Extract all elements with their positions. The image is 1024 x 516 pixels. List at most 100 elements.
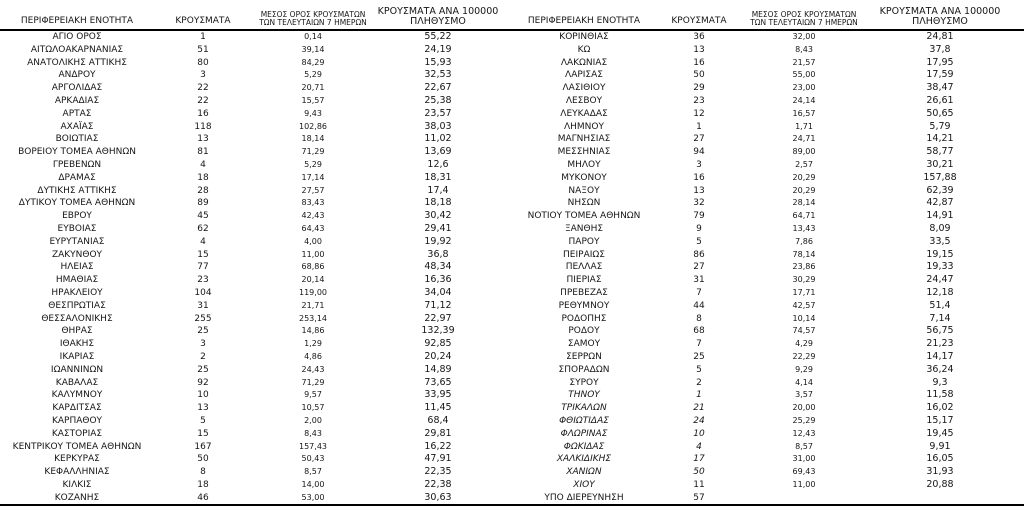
header-underline-rule (0, 29, 1024, 31)
per100k-cell: 29,81 (424, 427, 452, 439)
avg7-cell: 78,14 (792, 249, 816, 259)
cases-cell: 16 (693, 57, 705, 68)
region-name-cell: ΙΘΑΚΗΣ (59, 339, 95, 350)
region-name-cell: ΦΩΚΙΔΑΣ (563, 441, 605, 452)
avg7-cell: 25,29 (792, 415, 816, 425)
region-name-cell: ΜΑΓΝΗΣΙΑΣ (557, 134, 611, 145)
avg7-cell: 42,43 (301, 211, 325, 221)
per100k-cell: 33,5 (929, 235, 951, 247)
avg7-cell: 4,29 (795, 339, 813, 349)
region-column-header: ΠΕΡΙΦΕΡΕΙΑΚΗ ΕΝΟΤΗΤΑ (527, 16, 641, 27)
per100k-cell: 32,53 (424, 69, 452, 81)
per100k-cell: 56,75 (926, 325, 954, 337)
region-name-cell: ΚΑΛΥΜΝΟΥ (51, 390, 103, 401)
avg7-cell: 53,00 (301, 492, 325, 502)
cases-cell: 13 (693, 44, 705, 55)
cases-cell: 10 (693, 428, 705, 439)
cases-cell: 8 (200, 467, 206, 478)
cases-cell: 68 (693, 326, 705, 337)
cases-cell: 15 (197, 428, 209, 439)
per100k-cell: 26,61 (926, 94, 954, 106)
cases-cell: 5 (200, 415, 206, 426)
avg7-cell: 14,86 (301, 326, 325, 336)
region-name-cell: ΗΜΑΘΙΑΣ (55, 275, 99, 286)
avg7-cell: 50,43 (301, 454, 325, 464)
per100k-cell: 17,59 (926, 69, 954, 81)
avg7-cell: 20,00 (792, 403, 816, 413)
avg7-cell: 8,57 (795, 441, 813, 451)
per100k-cell: 16,02 (926, 402, 954, 414)
cases-cell: 31 (693, 275, 705, 286)
per100k-cell: 14,17 (926, 350, 954, 362)
avg7-cell: 17,71 (792, 287, 816, 297)
avg7-cell: 74,57 (792, 326, 816, 336)
avg7-cell: 23,00 (792, 83, 816, 93)
cases-cell: 28 (197, 185, 209, 196)
cases-cell: 25 (197, 364, 209, 375)
region-name-cell: ΖΑΚΥΝΘΟΥ (51, 249, 103, 260)
region-name-cell: ΞΑΝΘΗΣ (564, 223, 604, 234)
table-body-right: ΚΟΡΙΝΘΙΑΣ 36 32,00 24,81 ΚΩ 13 8,43 37,8… (514, 31, 1016, 504)
per100k-cell: 11,58 (926, 389, 954, 401)
avg7-cell: 24,14 (792, 95, 816, 105)
avg7-cell: 119,00 (299, 287, 327, 297)
avg7-cell: 18,14 (301, 134, 325, 144)
table-bottom-rule (0, 504, 1024, 506)
per100k-cell: 36,24 (926, 363, 954, 375)
per100k-cell: 50,65 (926, 107, 954, 119)
avg7-cell: 253,14 (299, 313, 327, 323)
avg7-cell: 69,43 (792, 467, 816, 477)
cases-cell: 5 (696, 236, 702, 247)
region-name-cell: ΚΕΡΚΥΡΑΣ (54, 454, 100, 465)
per100k-cell: 22,67 (424, 82, 452, 94)
per100k-cell: 34,04 (424, 286, 452, 298)
region-name-cell: ΣΑΜΟΥ (567, 339, 601, 350)
region-name-cell: ΠΕΙΡΑΙΩΣ (563, 249, 605, 260)
region-name-cell: ΚΑΡΠΑΘΟΥ (51, 415, 103, 426)
avg7-cell: 9,57 (304, 390, 322, 400)
cases-cell: 17 (693, 454, 705, 465)
region-name-cell: ΑΝΑΤΟΛΙΚΗΣ ΑΤΤΙΚΗΣ (27, 57, 127, 68)
cases-cell: 62 (197, 223, 209, 234)
region-name-cell: ΧΑΛΚΙΔΙΚΗΣ (556, 454, 612, 465)
cases-cell: 2 (696, 377, 702, 388)
region-name-cell: ΔΥΤΙΚΗΣ ΑΤΤΙΚΗΣ (37, 185, 117, 196)
region-name-cell: ΛΕΥΚΑΔΑΣ (560, 108, 608, 119)
avg7-cell: 64,71 (792, 211, 816, 221)
per100k-cell: 20,24 (424, 350, 452, 362)
per100k-cell: 36,8 (427, 248, 449, 260)
avg7-cell: 55,00 (792, 70, 816, 80)
cases-cell: 50 (197, 454, 209, 465)
region-name-cell: ΑΝΔΡΟΥ (58, 70, 96, 81)
region-name-cell: ΛΗΜΝΟΥ (563, 121, 604, 132)
cases-cell: 12 (693, 108, 705, 119)
cases-cell: 4 (200, 236, 206, 247)
region-name-cell: ΚΑΒΑΛΑΣ (55, 377, 99, 388)
cases-cell: 46 (197, 492, 209, 503)
avg7-header-line2: ΤΩΝ ΤΕΛΕΥΤΑΙΩΝ 7 ΗΜΕΡΩΝ (259, 17, 367, 27)
avg7-header-line1: ΜΕΣΟΣ ΟΡΟΣ ΚΡΟΥΣΜΑΤΩΝ (751, 9, 857, 19)
region-name-cell: ΛΑΣΙΘΙΟΥ (562, 83, 606, 94)
per100k-cell: 29,41 (424, 222, 452, 234)
cases-column-header: ΚΡΟΥΣΜΑΤΑ (671, 16, 727, 27)
region-name-cell: ΣΥΡΟΥ (569, 377, 599, 388)
avg7-cell: 2,00 (304, 415, 322, 425)
per100k-cell: 7,14 (929, 312, 951, 324)
cases-cell: 94 (693, 147, 705, 158)
per100k-cell: 8,09 (929, 222, 951, 234)
avg7-cell: 89,00 (792, 147, 816, 157)
region-name-cell: ΔΡΑΜΑΣ (58, 172, 96, 183)
cases-cell: 9 (696, 223, 702, 234)
table-left-half: ΠΕΡΙΦΕΡΕΙΑΚΗ ΕΝΟΤΗΤΑ ΚΡΟΥΣΜΑΤΑ ΜΕΣΟΣ ΟΡΟ… (2, 0, 504, 516)
avg7-cell: 20,14 (301, 275, 325, 285)
table-body-left: ΑΓΙΟ ΟΡΟΣ 1 0,14 55,22 ΑΙΤΩΛΟΑΚΑΡΝΑΝΙΑΣ … (2, 31, 504, 504)
region-name-cell: ΚΙΛΚΙΣ (62, 479, 92, 490)
cases-cell: 31 (197, 300, 209, 311)
avg7-cell: 22,29 (792, 351, 816, 361)
avg7-cell: 23,86 (792, 262, 816, 272)
per100k-cell: 14,21 (926, 133, 954, 145)
cases-cell: 51 (197, 44, 209, 55)
region-name-cell: ΚΟΡΙΝΘΙΑΣ (559, 32, 609, 42)
avg7-cell: 27,57 (301, 185, 325, 195)
